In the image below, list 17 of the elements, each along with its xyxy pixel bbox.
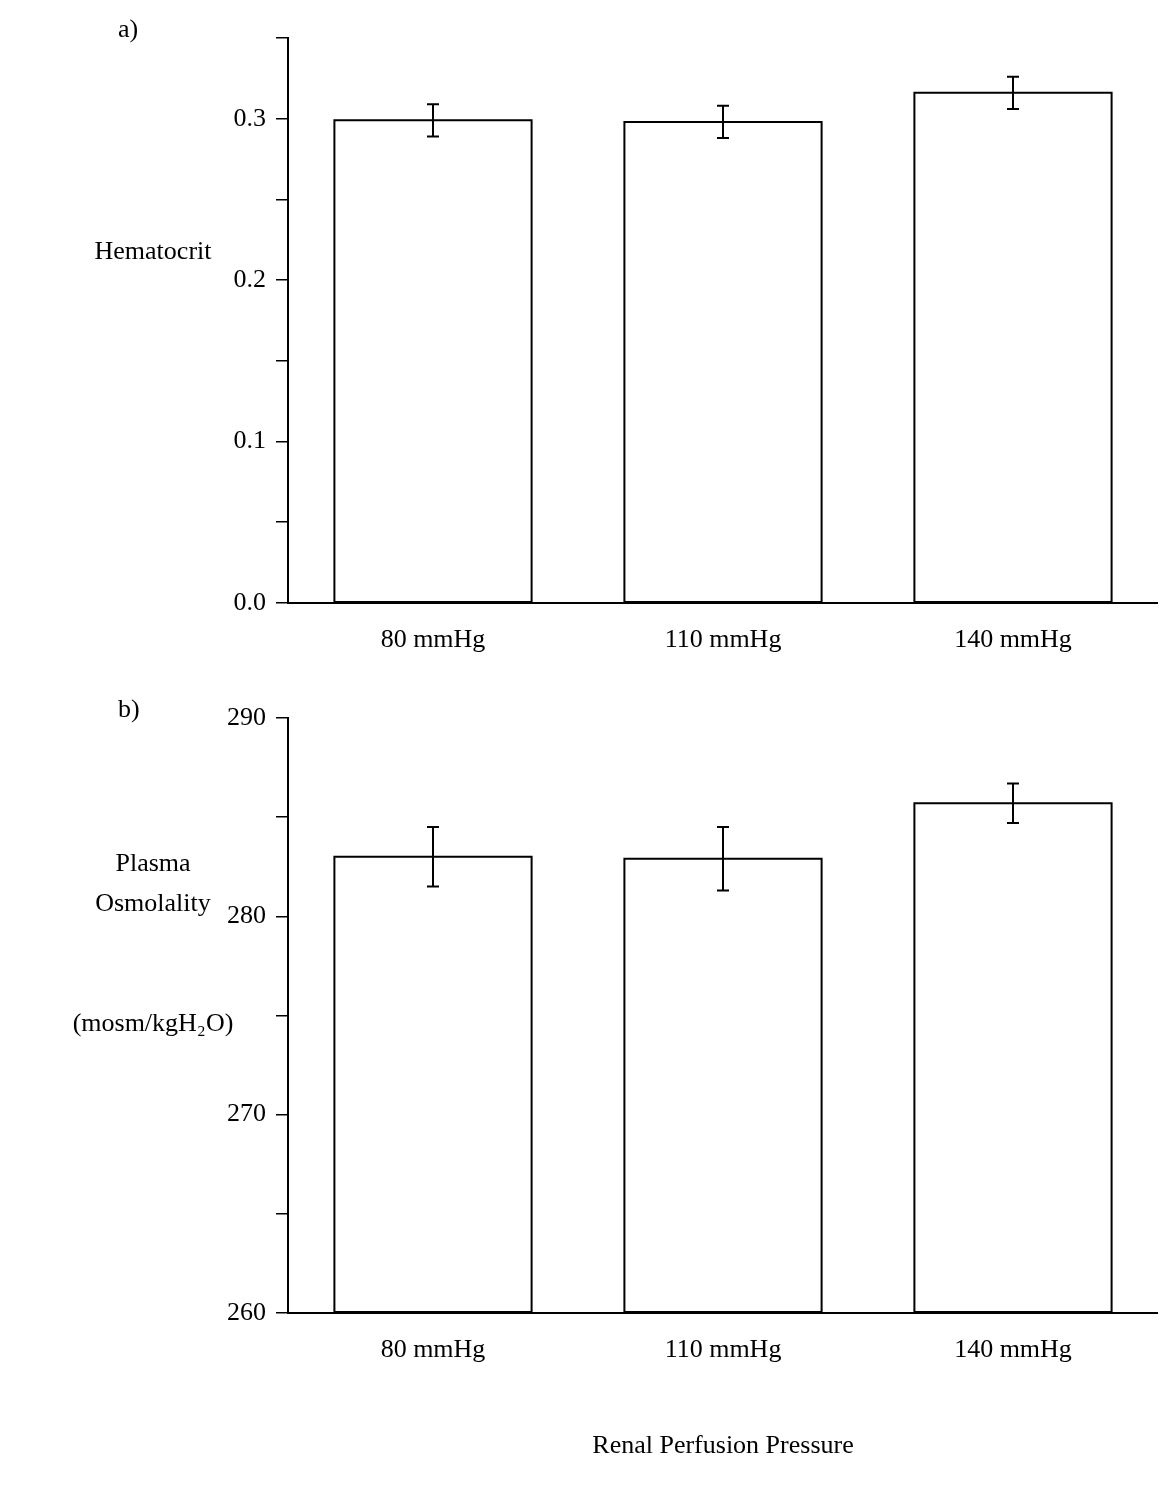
- x-tick-label: 80 mmHg: [380, 1334, 486, 1364]
- y-axis-title: Hematocrit: [94, 236, 213, 266]
- y-tick-label: 290: [227, 701, 266, 731]
- chart-title: b): [118, 693, 140, 723]
- y-tick-label: 0.3: [233, 102, 266, 132]
- y-tick-label: 270: [227, 1098, 266, 1128]
- x-tick-label: 140 mmHg: [954, 1334, 1072, 1364]
- x-tick-label: 80 mmHg: [380, 624, 486, 654]
- x-tick-label: 110 mmHg: [664, 624, 782, 654]
- y-tick-label: 0.1: [233, 425, 266, 455]
- x-tick-label: 140 mmHg: [954, 624, 1072, 654]
- y-tick-label: 0.0: [233, 586, 266, 616]
- x-tick-label: 110 mmHg: [664, 1334, 782, 1364]
- y-tick-label: 0.2: [233, 263, 266, 293]
- x-axis-title: Renal Perfusion Pressure: [592, 1429, 854, 1459]
- y-tick-label: 260: [227, 1296, 266, 1326]
- chart-title: a): [118, 13, 139, 43]
